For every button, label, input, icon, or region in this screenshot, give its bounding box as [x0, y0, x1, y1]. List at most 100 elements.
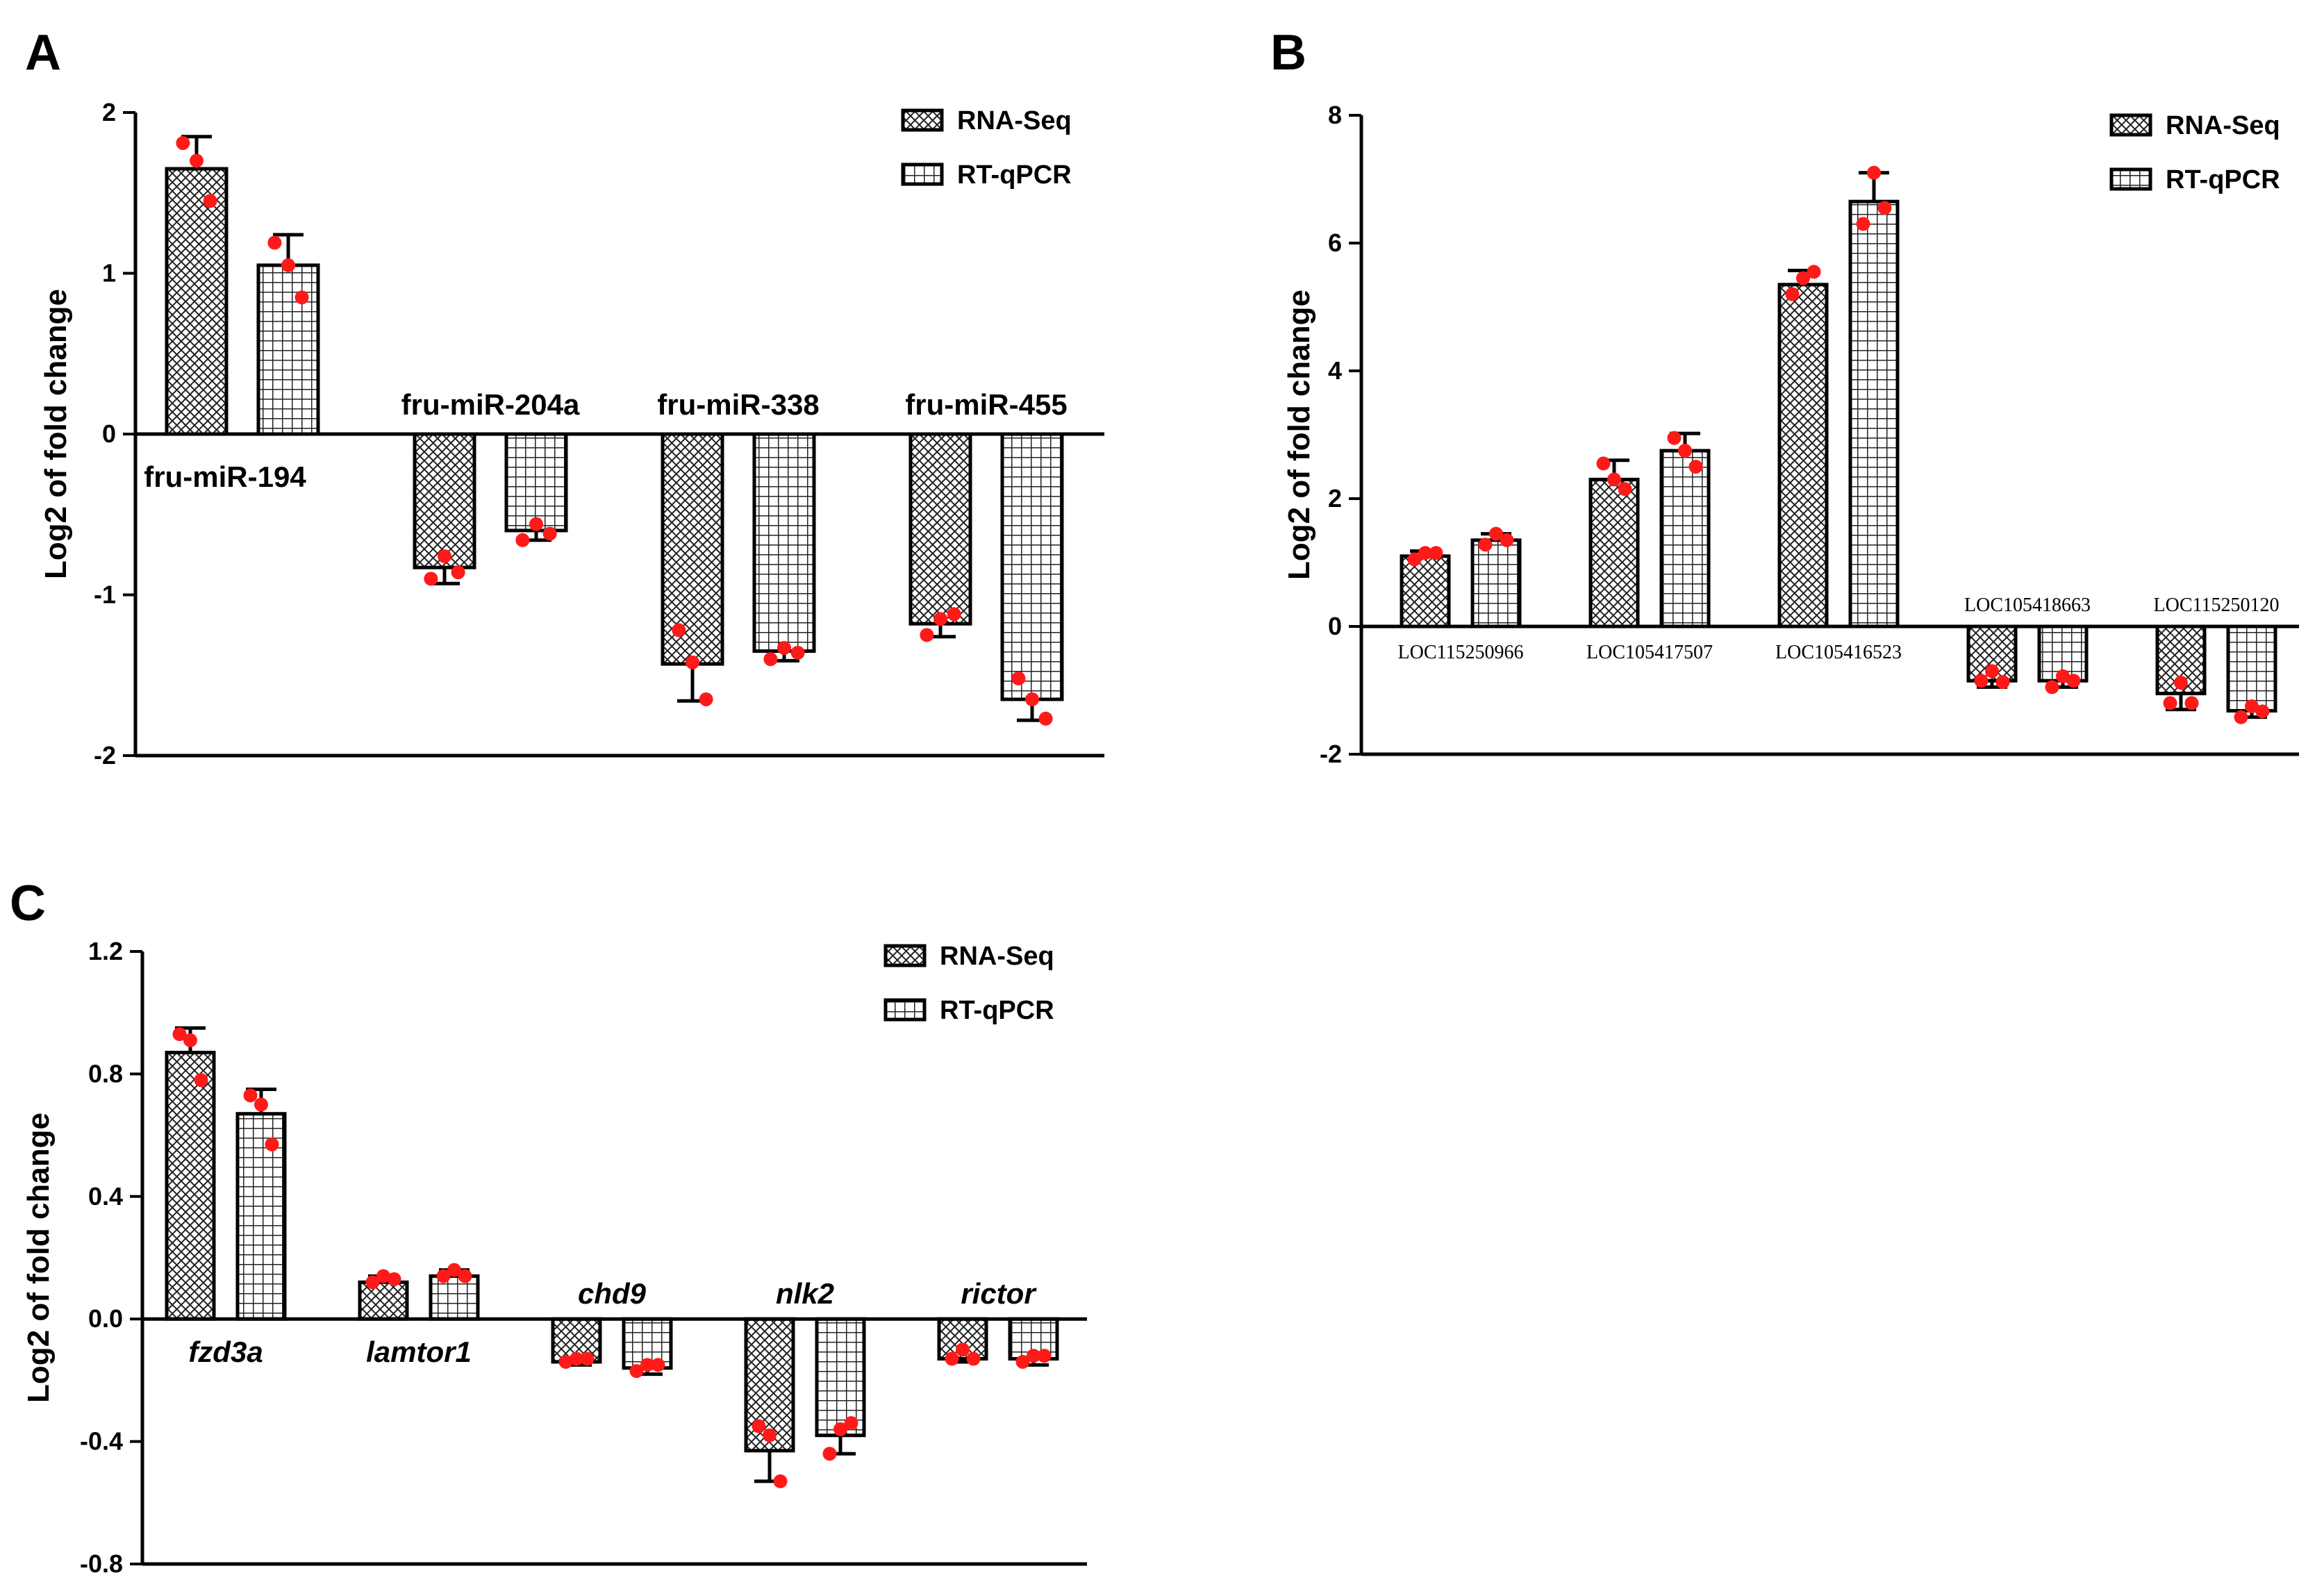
y-tick-label: 2	[1328, 484, 1342, 513]
replicate-point	[203, 194, 217, 208]
replicate-point	[515, 533, 530, 547]
replicate-point	[945, 1351, 959, 1366]
replicate-point	[1877, 201, 1892, 215]
replicate-point	[438, 549, 451, 563]
chart-panel-b: B Log2 of fold change 8 6 4 2 0 -2 LOC115250966 L…	[1270, 25, 2299, 768]
chart-panel-c: C Log2 of fold change 1.2 0.8 0.4 0.0 -0.4 -0.8…	[10, 876, 1087, 1578]
replicate-point	[1407, 552, 1422, 567]
replicate-point	[365, 1275, 380, 1290]
replicate-point	[2184, 696, 2199, 710]
bar-rtqpcr-fru-mir-204a	[504, 432, 568, 533]
legend-label: RNA-Seq	[2166, 111, 2280, 140]
replicate-point	[1037, 1349, 1052, 1363]
bar-rnaseq-loc105416523	[1777, 283, 1829, 629]
y-tick-label: 1	[102, 259, 116, 288]
legend-label: RT-qPCR	[2166, 165, 2280, 194]
replicate-point	[267, 235, 282, 250]
replicate-point	[447, 1263, 461, 1277]
y-tick-label: -2	[94, 741, 116, 769]
replicate-point	[833, 1422, 847, 1436]
y-tick-label: -0.8	[80, 1549, 123, 1578]
replicate-point	[2234, 710, 2248, 724]
bar-rnaseq-fru-mir-338	[661, 432, 724, 666]
replicate-point	[1500, 533, 1514, 547]
bar-rtqpcr-loc115250120	[2226, 624, 2277, 713]
replicate-point	[570, 1351, 583, 1366]
replicate-point	[1995, 675, 2010, 690]
replicate-point	[956, 1342, 970, 1357]
category-label: chd9	[578, 1277, 647, 1310]
bar-rtqpcr-loc105417507	[1659, 449, 1711, 629]
replicate-point	[947, 607, 961, 622]
replicate-point	[294, 290, 309, 305]
replicate-point	[1429, 546, 1443, 560]
y-tick-label: -2	[1320, 740, 1342, 768]
replicate-point	[1618, 482, 1632, 497]
replicate-point	[451, 565, 465, 580]
replicate-point	[1985, 664, 1999, 679]
replicate-point	[176, 135, 190, 150]
y-axis-label: Log2 of fold change	[1282, 290, 1316, 580]
panel-letter: A	[25, 25, 61, 81]
y-tick-label: -1	[94, 581, 116, 609]
category-label: lamtor1	[366, 1336, 472, 1368]
replicate-point	[424, 572, 438, 586]
category-label: LOC115250120	[2154, 594, 2280, 616]
category-label: LOC115250966	[1398, 642, 1524, 663]
legend-swatch	[883, 998, 927, 1022]
replicate-point	[1688, 460, 1703, 474]
y-tick-label: 0.0	[88, 1304, 123, 1333]
y-tick-label: 0	[102, 419, 116, 448]
replicate-point	[651, 1358, 665, 1372]
bar-rtqpcr-fru-mir-194	[256, 263, 320, 436]
replicate-point	[2045, 680, 2059, 694]
replicate-point	[1856, 217, 1870, 231]
category-label: fru-miR-204a	[401, 388, 580, 421]
replicate-point	[1027, 1349, 1040, 1363]
replicate-point	[194, 1073, 208, 1088]
y-tick-label: 2	[102, 98, 116, 126]
panel-letter: C	[10, 876, 46, 931]
replicate-point	[542, 526, 557, 541]
bar-rnaseq-fru-mir-455	[908, 432, 972, 626]
replicate-point	[1596, 456, 1611, 471]
bar-rtqpcr-nlk2	[815, 1317, 866, 1438]
replicate-point	[1025, 692, 1039, 706]
panel-letter: B	[1270, 25, 1306, 81]
bar-rtqpcr-loc115250966	[1470, 538, 1522, 629]
replicate-point	[933, 612, 947, 626]
replicate-point	[2066, 674, 2081, 688]
chart-panel-a: A Log2 of fold change 2 1 0 -1 -2 fru-miR-194 fr…	[25, 25, 1104, 769]
category-label: LOC105417507	[1586, 642, 1713, 663]
replicate-point	[458, 1269, 472, 1283]
replicate-point	[1478, 538, 1493, 552]
replicate-point	[1607, 472, 1621, 487]
replicate-point	[2174, 675, 2188, 690]
replicate-point	[1785, 287, 1800, 301]
category-label: rictor	[961, 1277, 1037, 1310]
category-label: fru-miR-455	[905, 388, 1067, 421]
replicate-point	[920, 628, 934, 642]
panels: A Log2 of fold change 2 1 0 -1 -2 fru-miR-194 fr…	[10, 25, 2299, 1578]
replicate-point	[281, 258, 295, 272]
replicate-point	[844, 1416, 858, 1431]
y-tick-label: 0.8	[88, 1059, 123, 1088]
replicate-point	[529, 517, 543, 531]
legend-swatch	[901, 108, 944, 132]
replicate-point	[1011, 671, 1026, 685]
replicate-point	[1867, 165, 1881, 180]
replicate-point	[1667, 431, 1682, 445]
replicate-point	[265, 1137, 279, 1151]
category-label: LOC105416523	[1775, 642, 1902, 663]
replicate-point	[254, 1097, 268, 1112]
bar-rtqpcr-fru-mir-455	[1000, 432, 1064, 701]
replicate-point	[1796, 271, 1810, 285]
replicate-point	[1678, 444, 1692, 458]
category-label: LOC105418663	[1964, 594, 2091, 616]
replicate-point	[1038, 711, 1053, 726]
replicate-point	[966, 1351, 981, 1366]
y-tick-label: 0.4	[88, 1182, 123, 1211]
replicate-point	[1974, 674, 1989, 688]
legend-swatch	[901, 163, 944, 186]
